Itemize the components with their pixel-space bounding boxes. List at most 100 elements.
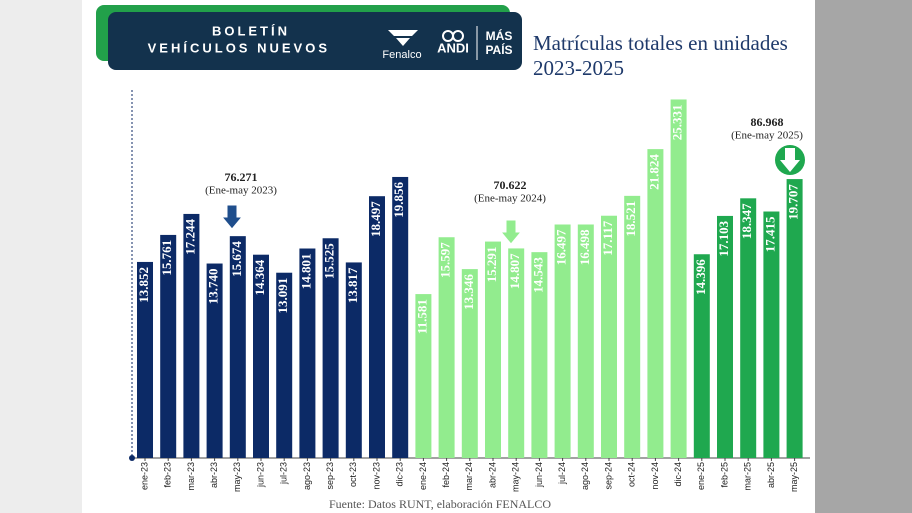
bar (577, 224, 594, 458)
value-label: 15.291 (484, 247, 499, 283)
value-label: 17.103 (716, 220, 731, 256)
fenalco-icon (388, 30, 418, 46)
value-label: 18.497 (368, 201, 383, 237)
x-tick-label: jun-24 (534, 462, 544, 488)
bar (415, 294, 432, 458)
value-label: 15.597 (438, 242, 453, 278)
annotation-period: (Ene-may 2023) (205, 185, 277, 197)
annotation-total: 76.271 (225, 170, 258, 184)
axis-origin (129, 455, 135, 461)
value-label: 18.521 (623, 201, 638, 237)
x-tick-label: feb-23 (163, 462, 173, 488)
value-label: 17.244 (182, 218, 197, 254)
value-label: 11.581 (414, 299, 429, 334)
x-tick-label: mar-23 (186, 462, 196, 491)
x-tick-label: mar-24 (464, 462, 474, 491)
x-tick-label: jun-23 (255, 462, 265, 488)
value-label: 15.674 (229, 241, 244, 277)
bar (531, 252, 548, 458)
value-label: 16.498 (577, 229, 592, 265)
bar (717, 215, 733, 458)
chart-title: Matrículas totales en unidades (533, 31, 788, 55)
x-tick-label: jul-24 (557, 462, 567, 485)
value-label: 13.740 (206, 269, 221, 305)
bar (508, 248, 525, 458)
header-box (108, 12, 522, 70)
bar (438, 237, 455, 458)
logo: MÁS (486, 28, 513, 43)
source-note: Fuente: Datos RUNT, elaboración FENALCO (329, 497, 551, 511)
x-tick-label: sep-23 (325, 462, 335, 490)
down-arrow (780, 148, 800, 172)
bar (299, 248, 316, 458)
bar (345, 262, 362, 458)
x-tick-label: feb-24 (441, 462, 451, 488)
value-label: 14.807 (507, 253, 522, 289)
x-tick-label: may-25 (789, 462, 799, 492)
x-tick-label: dic-23 (395, 462, 405, 487)
value-label: 19.707 (786, 184, 801, 220)
annotation-period: (Ene-may 2025) (731, 130, 803, 142)
bar (740, 198, 757, 458)
x-tick-label: jul-23 (279, 462, 289, 485)
bulletin-title: VEHÍCULOS NUEVOS (148, 40, 330, 55)
value-label: 14.396 (693, 259, 708, 295)
value-label: 15.761 (159, 240, 174, 276)
value-label: 13.817 (345, 267, 360, 303)
annotation-total: 86.968 (751, 115, 784, 129)
logo: ANDI (437, 40, 469, 55)
bar (554, 224, 571, 458)
value-label: 17.117 (600, 220, 615, 256)
x-tick-label: nov-24 (650, 462, 660, 490)
bar (276, 272, 293, 458)
value-label: 14.543 (530, 257, 545, 293)
value-label: 14.801 (298, 254, 313, 290)
down-arrow (499, 219, 523, 245)
bar (137, 261, 153, 458)
x-tick-label: ago-23 (302, 462, 312, 490)
value-label: 13.091 (275, 278, 290, 314)
x-tick-label: ene-23 (139, 462, 149, 490)
bar (693, 254, 710, 458)
bar (160, 234, 177, 458)
x-tick-label: ene-24 (418, 462, 428, 490)
logo: PAÍS (485, 42, 512, 57)
value-label: 21.824 (646, 154, 661, 190)
x-tick-label: nov-23 (371, 462, 381, 490)
bar (253, 254, 269, 458)
x-tick-label: dic-24 (673, 462, 683, 487)
down-arrow (220, 204, 244, 230)
bar (601, 215, 617, 458)
bar (392, 176, 409, 458)
value-label: 25.331 (670, 104, 685, 140)
value-label: 16.497 (554, 229, 569, 265)
x-tick-label: abr-23 (209, 462, 219, 488)
chart-subtitle: 2023-2025 (533, 56, 624, 80)
bar (183, 213, 200, 458)
bar (485, 241, 501, 458)
bar (206, 263, 223, 458)
bulletin-title: BOLETÍN (212, 23, 290, 38)
x-tick-label: ene-25 (696, 462, 706, 490)
value-label: 14.364 (252, 259, 267, 295)
bar (461, 269, 478, 458)
x-tick-label: abr-25 (766, 462, 776, 488)
x-tick-label: oct-24 (627, 462, 637, 487)
annotation-period: (Ene-may 2024) (474, 193, 546, 205)
value-label: 13.852 (136, 267, 151, 303)
bar (624, 195, 641, 458)
bar (786, 179, 803, 458)
andi-icon (452, 30, 464, 42)
annotation-total: 70.622 (494, 178, 527, 192)
x-tick-label: sep-24 (603, 462, 613, 490)
x-tick-label: oct-23 (348, 462, 358, 487)
x-tick-label: ago-24 (580, 462, 590, 490)
bar (229, 236, 246, 458)
value-label: 18.347 (739, 203, 754, 239)
x-tick-label: abr-24 (487, 462, 497, 488)
value-label: 13.346 (461, 274, 476, 310)
logo: Fenalco (382, 49, 421, 61)
value-label: 17.415 (762, 216, 777, 252)
value-label: 15.525 (322, 243, 337, 279)
